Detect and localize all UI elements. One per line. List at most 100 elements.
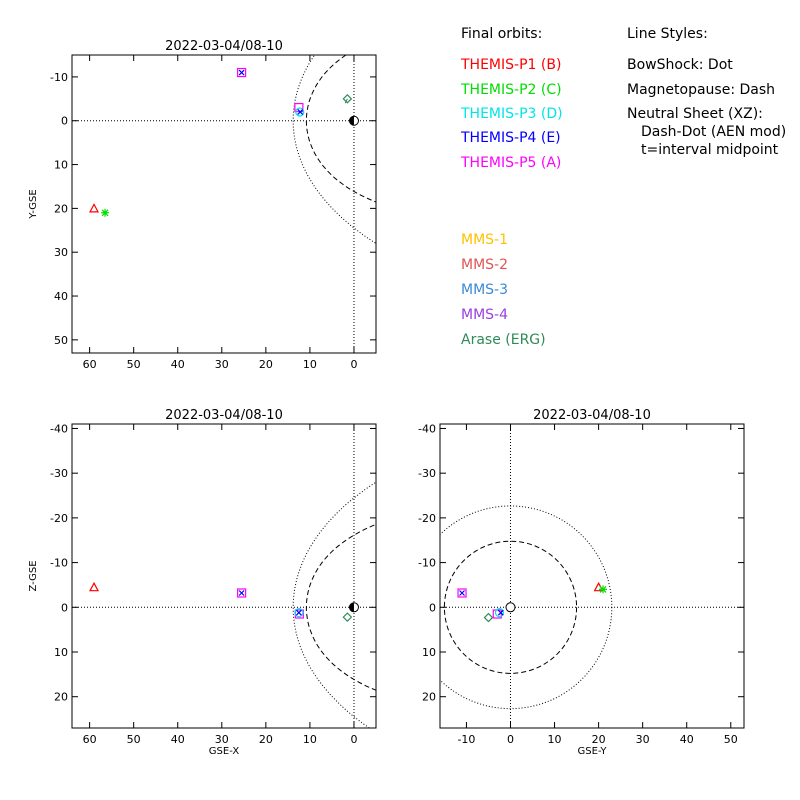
- x-tick-label: 40: [171, 358, 185, 371]
- x-tick-label: 40: [171, 733, 185, 746]
- legend-entry-themis-p4: THEMIS-P4 (E): [461, 130, 561, 146]
- legend-header-final-orbits: Final orbits:: [461, 26, 543, 42]
- y-tick-label: 20: [422, 691, 436, 704]
- legend-entry-themis-p5: THEMIS-P5 (A): [461, 155, 562, 171]
- x-tick-label: 60: [83, 358, 97, 371]
- marker-themis-p4: [497, 609, 504, 616]
- legend-entry-arase: Arase (ERG): [461, 332, 546, 348]
- marker-themis-p2: [101, 208, 110, 217]
- marker-themis-p3: [494, 608, 505, 618]
- earth-night-side: [349, 116, 354, 126]
- y-tick-label: 10: [54, 159, 68, 172]
- marker-themis-p5: [457, 588, 467, 598]
- legend-style-dash-dot: Dash-Dot (AEN mod): [641, 124, 787, 140]
- marker-themis-p2: [599, 585, 608, 594]
- y-axis-label: Y-GSE: [28, 189, 39, 219]
- legend-entry-mms-3: MMS-3: [461, 282, 509, 298]
- y-tick-label: 10: [54, 646, 68, 659]
- earth-night-side: [349, 602, 354, 612]
- y-tick-label: -10: [50, 71, 68, 84]
- x-tick-label: 10: [303, 733, 317, 746]
- marker-themis-p5: [237, 67, 247, 78]
- x-tick-label: 0: [350, 733, 357, 746]
- panel-title: 2022-03-04/08-10: [165, 408, 283, 423]
- x-tick-label: 30: [636, 733, 650, 746]
- marker-themis-p1: [89, 581, 100, 592]
- y-tick-label: -30: [50, 467, 68, 480]
- x-tick-label: 30: [215, 733, 229, 746]
- marker-themis-p5: [237, 588, 247, 598]
- plot-area-yz: [440, 424, 744, 728]
- bowshock-curve: [292, 55, 376, 244]
- panel-xy: 60 50 40 30 20 10 0 -10 0 10 20 30 40 50 2022-03-04/08…: [28, 39, 377, 371]
- marker-themis-p3: [294, 608, 304, 618]
- legend-entry-themis-p2: THEMIS-P2 (C): [461, 82, 562, 98]
- y-tick-label: 0: [429, 601, 436, 614]
- legend-entry-mms-4: MMS-4: [461, 307, 509, 323]
- x-tick-label: 10: [303, 358, 317, 371]
- legend-style-bowshock: BowShock: Dot: [627, 57, 733, 73]
- marker-themis-p4: [297, 109, 304, 115]
- x-tick-label: 50: [724, 733, 738, 746]
- plot-frame: [439, 423, 745, 729]
- earth-icon: [505, 602, 516, 613]
- legend-header-line-styles: Line Styles:: [627, 26, 708, 42]
- x-tick-label: 30: [215, 358, 229, 371]
- marker-arase: [342, 612, 353, 622]
- marker-themis-p4: [295, 609, 302, 616]
- x-tick-label: -10: [457, 733, 475, 746]
- legend-entry-mms-2: MMS-2: [461, 257, 509, 273]
- x-tick-label: 20: [259, 733, 273, 746]
- y-tick-label: -40: [50, 422, 68, 435]
- x-axis-label: GSE-X: [209, 746, 240, 757]
- x-tick-label: 60: [83, 733, 97, 746]
- legend-entry-mms-1: MMS-1: [461, 232, 509, 248]
- x-tick-label: 0: [350, 358, 357, 371]
- y-tick-label: 10: [422, 646, 436, 659]
- y-tick-label: 20: [54, 691, 68, 704]
- y-tick-label: 40: [54, 290, 68, 303]
- marker-themis-p5: [294, 102, 304, 113]
- panel-title: 2022-03-04/08-10: [165, 39, 283, 54]
- magnetopause-curve: [443, 540, 578, 674]
- x-tick-label: 40: [680, 733, 694, 746]
- y-tick-label: -20: [50, 512, 68, 525]
- legend-entry-themis-p1: THEMIS-P1 (B): [461, 57, 562, 73]
- marker-themis-p5: [492, 609, 502, 619]
- y-tick-label: -10: [418, 557, 436, 570]
- panel-yz: -10 0 10 20 30 40 50 -40 -30 -20 -10 0 10 20 2022-03-0…: [418, 408, 745, 757]
- marker-themis-p4: [238, 69, 245, 76]
- plot-area-xz: [72, 424, 376, 728]
- panel-xz: 60 50 40 30 20 10 0 -40 -30 -20 -10 0 10 20 2022-03-04…: [28, 408, 377, 757]
- marker-arase: [483, 612, 494, 623]
- x-tick-label: 20: [592, 733, 606, 746]
- y-tick-label: -40: [418, 422, 436, 435]
- x-tick-label: 20: [259, 358, 273, 371]
- x-tick-label: 50: [127, 733, 141, 746]
- y-tick-label: 50: [54, 334, 68, 347]
- legend-entry-themis-p3: THEMIS-P3 (D): [461, 106, 563, 122]
- marker-themis-p4: [238, 590, 245, 596]
- marker-themis-p3: [295, 107, 305, 117]
- x-tick-label: 10: [548, 733, 562, 746]
- x-tick-label: 50: [127, 358, 141, 371]
- y-tick-label: -20: [418, 512, 436, 525]
- y-tick-label: 20: [54, 202, 68, 215]
- legend-style-neutral-sheet: Neutral Sheet (XZ):: [627, 106, 763, 122]
- marker-themis-p4: [459, 590, 465, 596]
- y-tick-label: -10: [50, 557, 68, 570]
- marker-arase: [342, 93, 353, 104]
- x-tick-label: 0: [507, 733, 514, 746]
- plot-frame: [71, 54, 377, 354]
- marker-themis-p1: [89, 203, 100, 213]
- magnetopause-curve: [305, 523, 376, 691]
- legend-style-magnetopause: Magnetopause: Dash: [627, 82, 776, 98]
- legend-style-interval: t=interval midpoint: [641, 142, 779, 158]
- plot-frame: [71, 423, 377, 729]
- y-tick-label: 30: [54, 246, 68, 259]
- bowshock-curve: [440, 505, 613, 710]
- y-tick-label: 0: [61, 601, 68, 614]
- y-tick-label: -30: [418, 467, 436, 480]
- y-tick-label: 0: [61, 115, 68, 128]
